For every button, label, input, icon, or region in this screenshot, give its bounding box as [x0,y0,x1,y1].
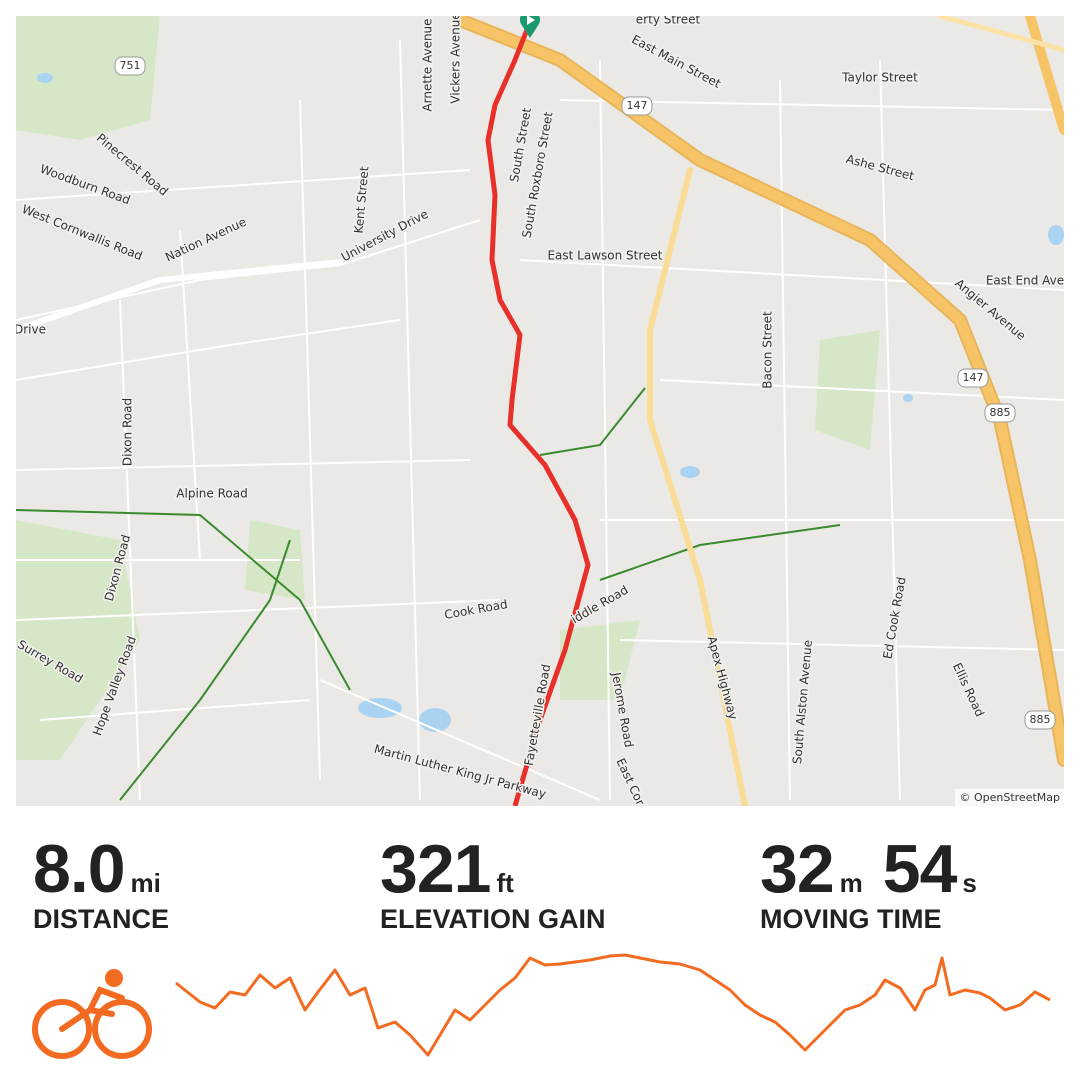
cyclist-head [105,969,123,987]
stat-value: 54 [882,831,958,907]
stat-value: 32 [760,831,835,907]
street-label: Bacon Street [761,311,775,389]
map-layers: erty Street 751 Arnette Avenue Vickers Aven… [14,12,1064,806]
street-label: Drive [14,323,46,337]
shield-label: 885 [990,406,1011,419]
street-label: Alpine Road [176,487,247,501]
route [485,21,591,806]
stat: 32 m 54 s MOVING TIME [760,830,997,935]
elevation-profile [175,953,1051,1057]
stat-unit: mi [130,868,161,898]
stat: 321 ft ELEVATION GAIN [380,830,606,935]
stat-unit: m [839,868,863,898]
trails [16,387,841,801]
stat: 8.0 mi DISTANCE [33,830,181,935]
stat-value-row: 32 m 54 s [760,830,997,908]
route-shield [984,403,1016,423]
stat-unit: s [962,868,977,898]
highways [16,16,1064,806]
shield-label: 147 [963,371,984,384]
stat-value-row: 321 ft [380,830,606,908]
street-label: East End Ave [986,274,1064,288]
shield-label: 147 [627,99,648,112]
cyclist-icon [32,986,152,1059]
start-marker [520,16,540,38]
stat-label: MOVING TIME [760,904,942,934]
street-label: Arnette Avenue [421,18,435,111]
street-label: erty Street [636,13,701,27]
stat-label: DISTANCE [33,904,170,934]
route-shield [621,96,653,116]
route-shield [957,368,989,388]
stat-unit: ft [496,868,514,898]
streets [16,39,1064,801]
stat-label: ELEVATION GAIN [380,904,606,934]
elevation-area [32,953,1051,1059]
street-label: Dixon Road [121,398,135,466]
attribution: © OpenStreetMap [959,791,1060,804]
street-label: Taylor Street [841,71,918,85]
street-label: Vickers Avenue [449,12,463,103]
attribution-bg [955,789,1064,806]
stat-value: 8.0 [33,831,126,907]
map: erty Street 751 Arnette Avenue Vickers Aven… [14,12,1064,806]
shield-label: 885 [1030,713,1051,726]
route-shield [114,56,146,76]
street-label: East Lawson Street [547,249,662,263]
route-shield [1024,710,1056,730]
stat-value: 321 [380,831,491,907]
stat-value-row: 8.0 mi [33,830,181,908]
shield-label: 751 [120,59,141,72]
